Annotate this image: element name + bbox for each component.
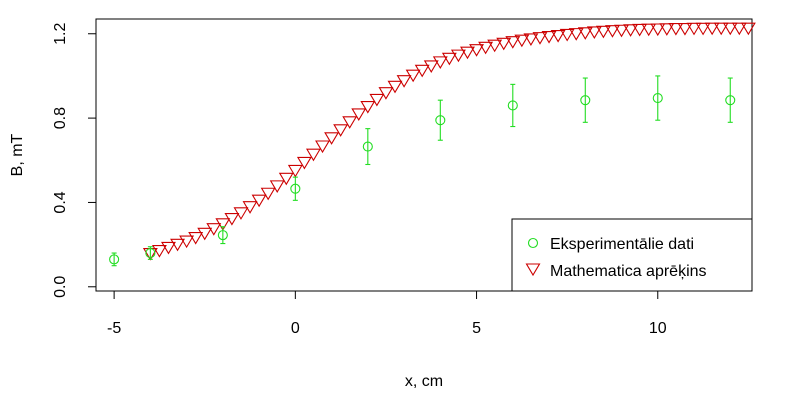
computed-point bbox=[432, 56, 448, 69]
x-axis-title: x, cm bbox=[405, 373, 443, 390]
computed-point bbox=[423, 60, 439, 73]
plot-frame bbox=[95, 18, 753, 292]
computed-point bbox=[532, 32, 548, 45]
computed-point bbox=[369, 93, 385, 107]
computed-point bbox=[278, 172, 294, 186]
y-axis: 0.0 0.4 0.8 1.2 bbox=[52, 23, 96, 298]
computed-point bbox=[206, 223, 222, 236]
computed-point bbox=[505, 36, 521, 49]
x-tick-label: 5 bbox=[472, 320, 481, 337]
computed-point bbox=[686, 22, 702, 36]
series-experimental bbox=[109, 75, 736, 267]
computed-point bbox=[324, 132, 340, 145]
y-tick-label: 1.2 bbox=[52, 23, 69, 45]
legend-marker-experimental bbox=[527, 237, 539, 249]
computed-point bbox=[568, 28, 584, 41]
computed-point bbox=[188, 231, 204, 245]
computed-point bbox=[722, 22, 738, 36]
computed-point bbox=[360, 101, 376, 114]
computed-point bbox=[296, 156, 312, 170]
computed-point bbox=[523, 33, 539, 46]
computed-point bbox=[641, 23, 657, 37]
computed-point bbox=[704, 22, 720, 36]
computed-point bbox=[170, 238, 186, 252]
computed-point bbox=[469, 44, 485, 57]
computed-point bbox=[305, 148, 321, 162]
computed-point bbox=[677, 23, 693, 36]
computed-point bbox=[478, 41, 494, 55]
experimental-point bbox=[507, 100, 518, 111]
computed-point bbox=[496, 37, 512, 51]
experimental-point bbox=[109, 254, 120, 265]
computed-point bbox=[605, 25, 620, 38]
computed-point bbox=[197, 227, 213, 241]
y-tick-label: 0.0 bbox=[52, 276, 69, 298]
y-tick-label: 0.8 bbox=[52, 107, 69, 129]
experimental-point bbox=[435, 115, 446, 126]
experimental-point bbox=[652, 93, 663, 104]
computed-point bbox=[713, 22, 729, 36]
computed-point bbox=[242, 201, 258, 214]
computed-point bbox=[632, 23, 648, 37]
computed-point bbox=[659, 23, 675, 36]
x-tick-label: -5 bbox=[107, 320, 121, 337]
computed-point bbox=[233, 207, 249, 220]
computed-point bbox=[251, 194, 267, 208]
experimental-point bbox=[580, 95, 591, 106]
x-tick-label: 0 bbox=[291, 320, 300, 337]
computed-point bbox=[315, 140, 330, 154]
x-tick-label: 10 bbox=[649, 320, 667, 337]
computed-point bbox=[161, 241, 176, 255]
legend-label-computed: Mathematica aprēķins bbox=[550, 263, 707, 280]
computed-point bbox=[668, 23, 684, 36]
computed-point bbox=[514, 34, 530, 48]
computed-point bbox=[731, 22, 747, 36]
computed-point bbox=[740, 22, 756, 36]
computed-point bbox=[487, 39, 503, 53]
computed-point bbox=[595, 25, 611, 39]
x-axis: -5 0 5 10 bbox=[107, 291, 667, 337]
computed-point bbox=[378, 87, 394, 100]
computed-point bbox=[623, 24, 639, 37]
computed-point bbox=[441, 52, 457, 66]
computed-point bbox=[650, 23, 666, 37]
computed-point bbox=[577, 27, 593, 40]
experimental-point bbox=[725, 95, 736, 106]
computed-point bbox=[224, 212, 240, 226]
computed-point bbox=[559, 28, 575, 42]
computed-point bbox=[405, 69, 421, 83]
computed-point bbox=[287, 164, 303, 178]
computed-point bbox=[269, 180, 285, 193]
y-axis-title: B, mT bbox=[9, 133, 26, 176]
computed-point bbox=[179, 235, 195, 249]
y-tick-label: 0.4 bbox=[52, 191, 69, 213]
computed-point bbox=[151, 245, 167, 258]
computed-point bbox=[614, 24, 629, 38]
experimental-point bbox=[145, 247, 156, 259]
computed-point bbox=[387, 80, 403, 94]
legend: Eksperimentālie dati Mathematica aprēķin… bbox=[511, 218, 753, 292]
computed-point bbox=[541, 31, 557, 44]
series-computed bbox=[142, 22, 756, 261]
experimental-point bbox=[217, 230, 228, 241]
legend-marker-computed bbox=[525, 263, 541, 277]
computed-point bbox=[215, 218, 231, 231]
computed-point bbox=[396, 75, 412, 88]
legend-box bbox=[511, 218, 753, 292]
computed-point bbox=[414, 64, 430, 78]
computed-point bbox=[550, 29, 566, 43]
computed-point bbox=[586, 26, 602, 40]
computed-point bbox=[260, 187, 276, 201]
computed-point bbox=[333, 124, 349, 137]
computed-point bbox=[695, 22, 711, 36]
experimental-point bbox=[290, 183, 301, 194]
computed-point bbox=[342, 116, 358, 129]
computed-point bbox=[460, 46, 475, 60]
experimental-point bbox=[362, 141, 373, 152]
computed-point bbox=[450, 49, 466, 63]
legend-label-experimental: Eksperimentālie dati bbox=[550, 236, 694, 253]
computed-point bbox=[351, 108, 367, 122]
